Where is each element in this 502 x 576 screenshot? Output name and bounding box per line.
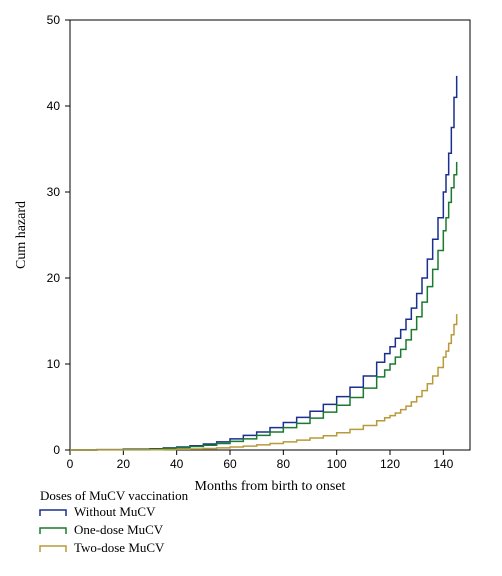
x-tick-label: 40 [170, 457, 184, 471]
x-tick-label: 80 [277, 457, 291, 471]
series-line-0 [70, 76, 457, 450]
legend-swatch-0 [40, 510, 66, 516]
x-tick-label: 20 [117, 457, 131, 471]
legend-title: Doses of MuCV vaccination [40, 488, 189, 503]
y-tick-label: 30 [47, 185, 61, 199]
legend-label-1: One-dose MuCV [74, 522, 164, 537]
series-line-2 [70, 314, 457, 450]
legend-label-2: Two-dose MuCV [74, 540, 165, 555]
plot-area [70, 20, 470, 450]
x-tick-label: 100 [327, 457, 347, 471]
legend-label-0: Without MuCV [74, 504, 156, 519]
y-tick-label: 20 [47, 271, 61, 285]
y-tick-label: 10 [47, 357, 61, 371]
x-tick-label: 140 [433, 457, 453, 471]
x-tick-label: 120 [380, 457, 400, 471]
series-line-1 [70, 162, 457, 450]
x-tick-label: 60 [223, 457, 237, 471]
y-axis-label: Cum hazard [14, 201, 29, 269]
y-tick-label: 0 [53, 443, 60, 457]
y-tick-label: 50 [47, 13, 61, 27]
x-axis-label: Months from birth to onset [195, 479, 346, 494]
legend-swatch-2 [40, 546, 66, 552]
y-tick-label: 40 [47, 99, 61, 113]
chart-svg: 0 20 40 60 80 100 120 140 0 10 20 30 40 50 Months from… [0, 0, 502, 576]
cum-hazard-chart: 0 20 40 60 80 100 120 140 0 10 20 30 40 50 Months from… [0, 0, 502, 576]
x-tick-label: 0 [67, 457, 74, 471]
legend-swatch-1 [40, 528, 66, 534]
